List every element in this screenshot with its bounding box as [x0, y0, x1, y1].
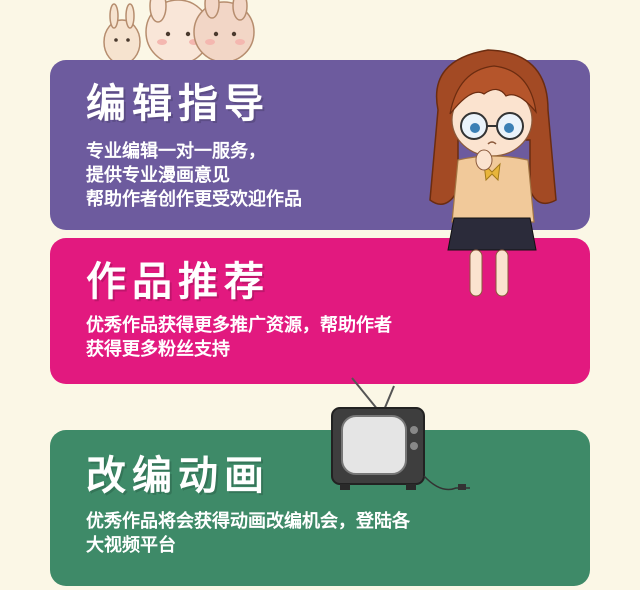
description-line: 大视频平台: [86, 535, 176, 556]
retro-tv-icon: [331, 377, 470, 491]
section-title: 编辑指导: [86, 81, 270, 127]
description-line: 帮助作者创作更受欢迎作品: [86, 189, 302, 210]
section-title: 作品推荐: [86, 259, 270, 305]
section-description: 优秀作品获得更多推广资源，帮助作者 获得更多粉丝支持: [86, 314, 590, 362]
rabbit-mascots-icon: [103, 0, 255, 62]
girl-illustration-icon: [429, 49, 557, 297]
description-line: 获得更多粉丝支持: [86, 339, 230, 360]
description-line: 优秀作品将会获得动画改编机会，登陆各: [86, 511, 410, 532]
description-line: 专业编辑一对一服务，: [86, 141, 266, 162]
description-line: 优秀作品获得更多推广资源，帮助作者: [86, 315, 392, 336]
section-description: 优秀作品将会获得动画改编机会，登陆各 大视频平台: [86, 510, 590, 558]
description-line: 提供专业漫画意见: [86, 165, 230, 186]
section-title: 改编动画: [86, 453, 270, 499]
section-card-animation: 改编动画 优秀作品将会获得动画改编机会，登陆各 大视频平台: [50, 430, 590, 586]
section-description: 专业编辑一对一服务， 提供专业漫画意见 帮助作者创作更受欢迎作品: [86, 140, 590, 212]
section-card-recommendation: 作品推荐 优秀作品获得更多推广资源，帮助作者 获得更多粉丝支持: [50, 238, 590, 384]
